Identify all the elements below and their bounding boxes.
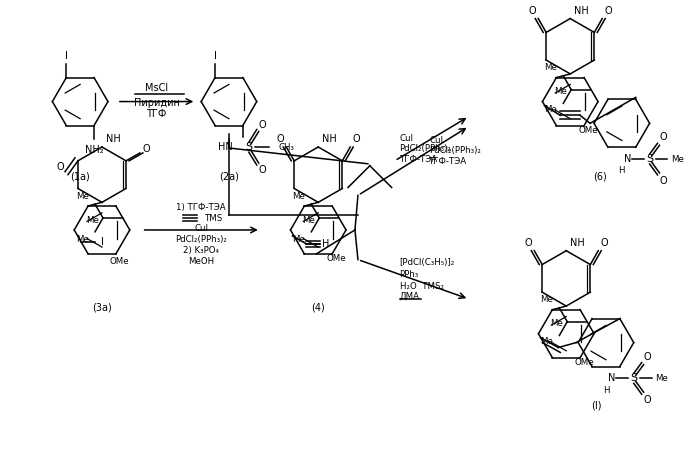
Text: PPh₃: PPh₃ [400,270,419,279]
Text: ТГФ-ТЭА: ТГФ-ТЭА [429,157,468,167]
Text: S: S [646,154,653,164]
Text: MeOH: MeOH [188,257,215,266]
Text: O: O [259,120,266,130]
Text: O: O [56,162,64,172]
Text: O: O [277,134,284,144]
Text: (6): (6) [593,172,607,182]
Text: O: O [600,238,608,248]
Text: O: O [142,144,150,154]
Text: I: I [214,51,217,61]
Text: (4): (4) [311,302,325,312]
Text: CuI: CuI [400,134,414,142]
Text: NH: NH [322,134,337,144]
Text: Me: Me [550,319,563,328]
Text: O: O [528,5,536,15]
Text: ДМА: ДМА [400,292,419,301]
Text: Me: Me [554,87,568,96]
Text: O: O [644,395,651,405]
Text: TMS: TMS [205,213,224,222]
Text: (2a): (2a) [219,172,239,182]
Text: NH: NH [570,238,585,248]
Text: OMe: OMe [574,358,594,367]
Text: HN: HN [218,142,233,152]
Text: CH₃: CH₃ [279,143,294,152]
Text: Me: Me [545,105,557,114]
Text: O: O [660,176,668,186]
Text: 2) K₃PO₄: 2) K₃PO₄ [183,246,219,255]
Text: (3a): (3a) [92,302,112,312]
Text: O: O [524,238,532,248]
Text: S: S [245,142,252,152]
Text: PdCl₂(PPh₃)₂: PdCl₂(PPh₃)₂ [175,235,227,244]
Text: ТГФ: ТГФ [146,109,167,119]
Text: O: O [605,5,612,15]
Text: NH: NH [574,5,589,15]
Text: Me: Me [76,235,89,244]
Text: OMe: OMe [110,258,129,266]
Text: N: N [624,154,631,164]
Text: CuI: CuI [194,224,208,233]
Text: ТГФ-ТЭА: ТГФ-ТЭА [400,155,438,164]
Text: PdCl₂(PPh₃)₂: PdCl₂(PPh₃)₂ [400,145,452,153]
Text: I: I [65,51,68,61]
Text: O: O [352,134,360,144]
Text: NH: NH [106,134,121,144]
Text: (1a): (1a) [71,172,90,182]
Text: H: H [603,386,610,395]
Text: H₂O  TMS₂: H₂O TMS₂ [400,282,444,291]
Text: Me: Me [671,155,684,164]
Text: Me: Me [292,235,305,244]
Text: O: O [259,165,266,175]
Text: S: S [630,374,637,384]
Text: Me: Me [545,63,557,72]
Text: I: I [101,237,104,247]
Text: OMe: OMe [578,126,598,135]
Text: [PdCl(C₃H₅)]₂: [PdCl(C₃H₅)]₂ [400,258,455,267]
Text: PdCl₂(PPh₃)₂: PdCl₂(PPh₃)₂ [429,147,481,156]
Text: Me: Me [540,295,554,304]
Text: NH₂: NH₂ [85,145,103,155]
Text: H: H [322,239,330,249]
Text: Me: Me [86,217,99,226]
Text: (I): (I) [591,401,601,411]
Text: Me: Me [76,192,89,201]
Text: H: H [619,167,625,176]
Text: Me: Me [303,217,315,226]
Text: N: N [608,374,616,384]
Text: O: O [644,352,651,362]
Text: 1) ТГФ-ТЭА: 1) ТГФ-ТЭА [176,203,226,212]
Text: CuI: CuI [429,136,443,145]
Text: Me: Me [655,374,668,383]
Text: OMe: OMe [326,254,346,263]
Text: Me: Me [540,337,554,346]
Text: Me: Me [292,192,305,201]
Text: MsCl: MsCl [145,83,168,93]
Text: Пиридин: Пиридин [134,97,180,107]
Text: O: O [660,132,668,142]
